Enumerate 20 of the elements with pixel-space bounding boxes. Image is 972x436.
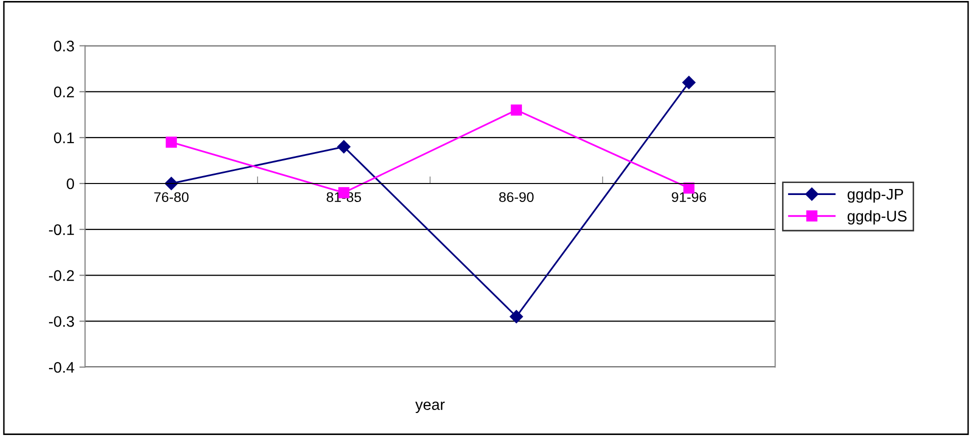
x-tick-label: 76-80 [154, 192, 189, 202]
y-tick-label: 0.2 [54, 86, 74, 98]
y-tick-label: -0.3 [48, 316, 74, 327]
legend-label: ggdp-US [848, 210, 907, 225]
point [510, 310, 523, 324]
y-tick-label: -0.4 [48, 362, 74, 373]
y-tick-label: 0.1 [54, 132, 74, 144]
point [166, 136, 177, 148]
point [164, 176, 178, 190]
y-tick-label: 0.3 [54, 40, 74, 52]
x-tick-label: 86-90 [499, 192, 534, 202]
legend-label: ggdp-JP [848, 188, 904, 203]
point [337, 140, 350, 154]
y-tick-label: -0.2 [48, 270, 74, 281]
point [510, 104, 522, 116]
y-tick-label: -0.1 [48, 224, 74, 236]
x-tick-label: 91-96 [672, 192, 706, 202]
y-tick-label: 0 [66, 178, 74, 190]
point [682, 76, 696, 90]
x-axis-title: year [415, 402, 445, 414]
